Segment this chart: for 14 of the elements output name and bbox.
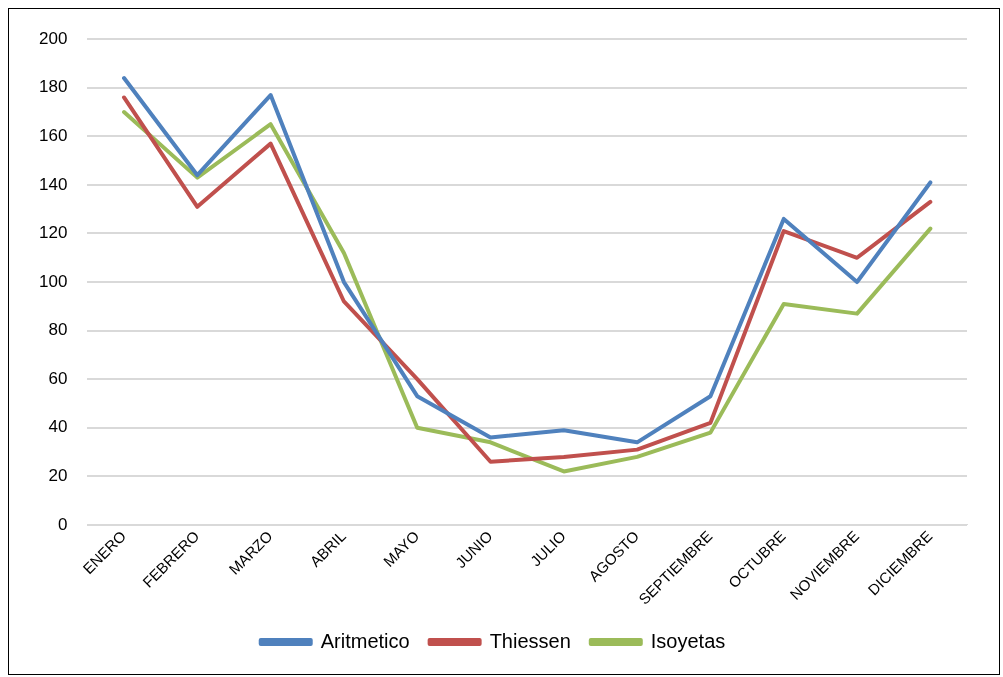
legend-label: Isoyetas [650,629,726,652]
y-tick-label: 160 [38,126,68,146]
y-tick-label: 0 [57,514,68,534]
y-tick-label: 100 [38,271,68,291]
y-tick-label: 140 [38,174,68,194]
y-tick-label: 180 [38,77,68,97]
y-tick-label: 80 [48,320,68,340]
y-tick-label: 60 [48,368,68,388]
legend-label: Aritmetico [320,629,410,652]
y-tick-label: 20 [48,466,68,486]
y-tick-label: 40 [48,417,68,437]
legend-label: Thiessen [489,629,571,652]
y-tick-label: 120 [38,223,68,243]
y-tick-label: 200 [38,28,68,48]
